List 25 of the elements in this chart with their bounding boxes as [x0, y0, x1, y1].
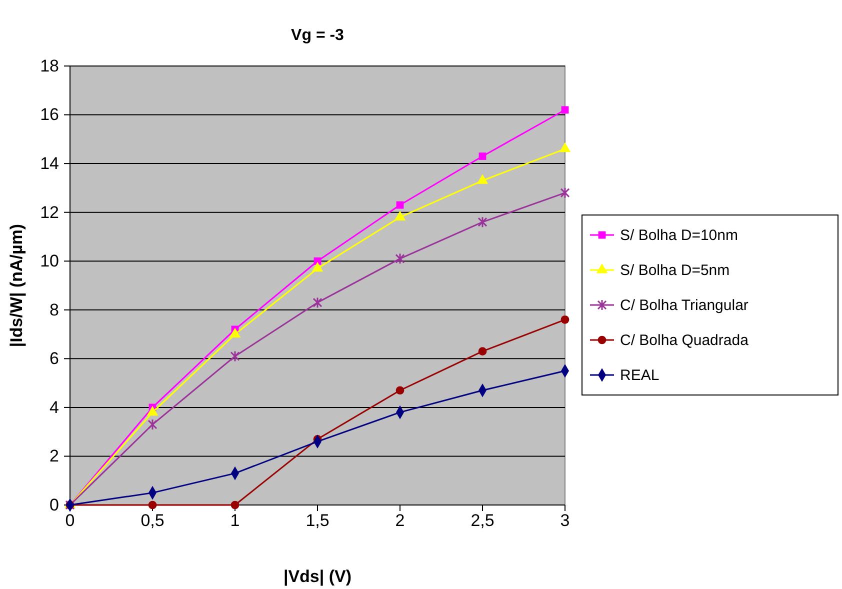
y-tick-label: 8	[50, 300, 59, 320]
x-tick-label: 1,5	[306, 511, 330, 530]
chart-title: Vg = -3	[291, 27, 344, 44]
y-tick-label: 16	[40, 105, 59, 124]
y-tick-label: 12	[40, 202, 59, 222]
y-tick-label: 2	[50, 446, 59, 466]
legend-label: C/ Bolha Quadrada	[620, 332, 750, 349]
legend-label: S/ Bolha D=5nm	[620, 262, 730, 279]
y-axis-title: |Ids/W| (nA/µm)	[7, 224, 26, 348]
x-tick-label: 1	[230, 511, 240, 530]
y-tick-label: 4	[50, 398, 59, 417]
y-tick-label: 0	[50, 495, 59, 514]
x-tick-label: 0,5	[140, 511, 164, 530]
legend-label: S/ Bolha D=10nm	[620, 227, 738, 244]
x-tick-label: 2,5	[470, 511, 494, 530]
y-tick-label: 6	[50, 349, 59, 368]
x-axis-title: |Vds| (V)	[283, 567, 352, 586]
x-tick-label: 0	[65, 511, 75, 530]
y-tick-label: 10	[40, 252, 59, 271]
x-tick-label: 2	[395, 511, 405, 530]
x-tick-label: 3	[560, 511, 570, 530]
legend-label: REAL	[620, 367, 660, 384]
y-tick-label: 14	[40, 154, 59, 173]
legend-label: C/ Bolha Triangular	[620, 297, 748, 314]
y-tick-label: 18	[40, 56, 59, 76]
